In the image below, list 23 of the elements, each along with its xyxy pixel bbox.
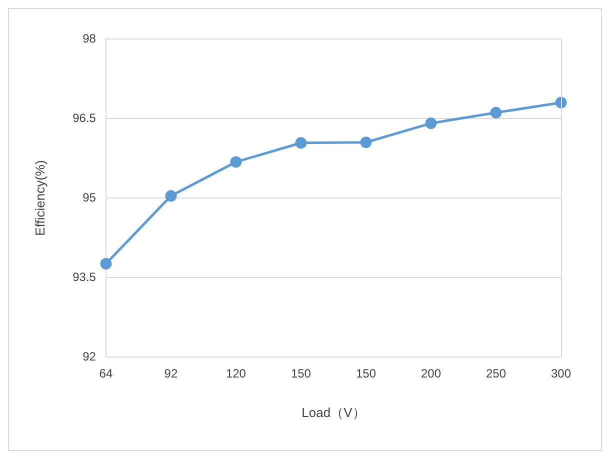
x-tick-label: 300 xyxy=(550,366,572,381)
point xyxy=(555,96,567,108)
y-tick-label: 96.5 xyxy=(72,110,96,125)
x-tick-label: 150 xyxy=(356,366,376,381)
point xyxy=(295,137,307,149)
x-tick-label: 150 xyxy=(290,366,312,381)
y-tick-label: 92 xyxy=(82,349,96,364)
x-tick-label: 120 xyxy=(226,366,246,381)
x-axis-title: Load（V） xyxy=(302,404,366,420)
y-tick-label: 95 xyxy=(82,190,96,204)
x-tick-label: 64 xyxy=(99,366,113,381)
y-axis-title: Efficiency(%) xyxy=(32,160,48,236)
y-tick-label: 93.5 xyxy=(72,270,96,284)
y-tick-label: 98 xyxy=(82,31,96,46)
point xyxy=(490,106,502,118)
point xyxy=(100,258,112,270)
x-tick-label: 200 xyxy=(420,366,442,381)
point xyxy=(165,190,177,202)
point xyxy=(230,156,242,168)
point xyxy=(360,136,372,148)
point xyxy=(425,118,437,130)
x-tick-label: 92 xyxy=(164,366,178,381)
x-tick-label: 250 xyxy=(486,366,506,381)
